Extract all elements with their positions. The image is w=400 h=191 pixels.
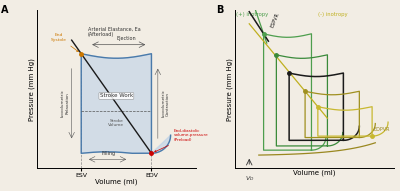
Text: Ejection: Ejection xyxy=(116,36,136,41)
Text: (+) inotropy: (+) inotropy xyxy=(236,11,269,17)
Text: (-) inotropy: (-) inotropy xyxy=(318,11,348,17)
Text: Isovolumetric
Relaxation: Isovolumetric Relaxation xyxy=(61,90,70,117)
Text: EDPVR: EDPVR xyxy=(374,127,390,132)
X-axis label: Volume (ml): Volume (ml) xyxy=(294,170,336,176)
Text: ESPVR: ESPVR xyxy=(270,12,280,28)
Text: A: A xyxy=(2,5,9,15)
Y-axis label: Pressure (mm Hg): Pressure (mm Hg) xyxy=(227,58,234,121)
Y-axis label: Pressure (mm Hg): Pressure (mm Hg) xyxy=(29,58,35,121)
Text: Filling: Filling xyxy=(101,151,116,156)
Text: Isovolumetric
Contraction: Isovolumetric Contraction xyxy=(162,90,170,117)
Text: $V_D$: $V_D$ xyxy=(244,174,254,183)
Text: End-diastolic
volume-pressure
(Preload): End-diastolic volume-pressure (Preload) xyxy=(155,129,208,152)
Text: Stroke Work: Stroke Work xyxy=(100,93,133,99)
Text: Arterial Elastance, Ea
(Afterload): Arterial Elastance, Ea (Afterload) xyxy=(88,27,140,37)
Text: B: B xyxy=(216,5,223,15)
Polygon shape xyxy=(81,54,170,153)
X-axis label: Volume (ml): Volume (ml) xyxy=(95,179,138,185)
Text: Stroke
Volume: Stroke Volume xyxy=(108,119,124,127)
Text: End
Systole: End Systole xyxy=(51,33,78,52)
